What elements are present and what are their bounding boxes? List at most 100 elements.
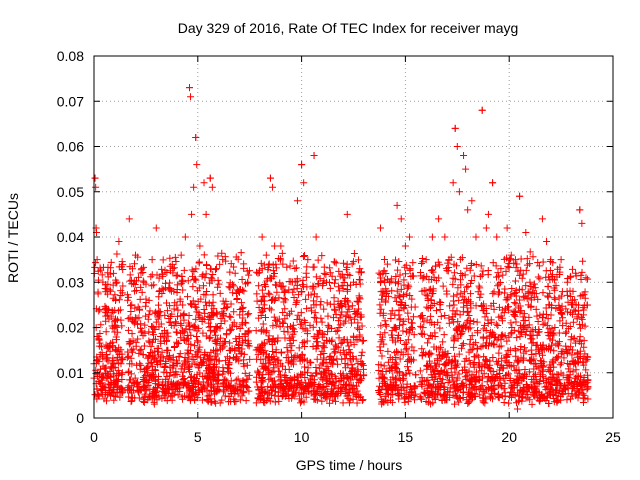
data-point [343,336,351,344]
data-point [457,289,465,297]
data-point [510,299,518,307]
data-point [258,326,266,334]
data-point [524,323,532,331]
data-point [205,323,213,331]
data-point [489,179,497,187]
data-point [354,319,362,327]
data-point [94,288,102,296]
data-point [498,306,506,314]
data-point [172,328,180,336]
data-point [260,398,268,406]
data-point [395,258,403,266]
data-point [418,351,426,359]
data-point [207,274,215,282]
data-point [524,288,532,296]
data-point [549,271,557,279]
data-point [258,375,266,383]
data-point [94,333,102,341]
data-point [283,344,291,352]
data-point [239,339,247,347]
data-point [165,354,173,362]
data-point [544,293,552,301]
data-point [299,325,307,333]
data-point [343,282,351,290]
data-point [355,292,363,300]
data-point [242,397,250,405]
data-point [253,355,261,363]
data-point [101,369,109,377]
data-point [237,249,245,257]
data-point [317,298,325,306]
data-point [578,268,586,276]
data-point [185,394,193,402]
data-point [264,263,272,271]
data-point [338,355,346,363]
data-point [252,399,260,407]
data-point [104,290,112,298]
data-point [92,259,100,267]
data-point [403,284,411,292]
data-point [460,322,468,330]
data-point [376,224,384,232]
data-point [331,348,339,356]
data-point [331,306,339,314]
data-point [145,353,153,361]
data-point [219,297,227,305]
data-point [532,375,540,383]
data-point [179,286,187,294]
data-point [269,295,277,303]
data-point [173,281,181,289]
data-point [300,398,308,406]
data-point [253,268,261,276]
data-point [451,352,459,360]
data-point [165,314,173,322]
data-point [342,382,350,390]
data-point [358,322,366,330]
data-point [268,387,276,395]
data-point [580,391,588,399]
data-point [277,282,285,290]
data-point [461,366,469,374]
data-point [408,319,416,327]
data-point [467,279,475,287]
data-point [207,327,215,335]
data-point [186,368,194,376]
data-point [254,367,262,375]
data-point [226,268,234,276]
data-point [96,306,104,314]
data-point [382,322,390,330]
data-point [539,351,547,359]
data-point [131,287,139,295]
data-point [204,372,212,380]
data-point [511,307,519,315]
data-point [302,295,310,303]
data-point [354,367,362,375]
data-point [142,312,150,320]
data-point [490,341,498,349]
data-point [201,309,209,317]
data-point [429,368,437,376]
data-point [449,391,457,399]
data-point [476,284,484,292]
data-point [100,395,108,403]
data-point [310,152,318,160]
data-point [200,316,208,324]
data-point [313,355,321,363]
data-point [162,284,170,292]
data-point [224,303,232,311]
data-point [240,264,248,272]
data-point [140,278,148,286]
data-point [464,206,472,214]
data-point [562,342,570,350]
data-point [392,256,400,264]
data-point [556,317,564,325]
data-point [220,342,228,350]
data-point [516,374,524,382]
data-point [457,281,465,289]
data-point [158,265,166,273]
data-point [171,253,179,261]
data-point [104,263,112,271]
data-point [148,338,156,346]
data-point [266,174,274,182]
data-point [520,371,528,379]
